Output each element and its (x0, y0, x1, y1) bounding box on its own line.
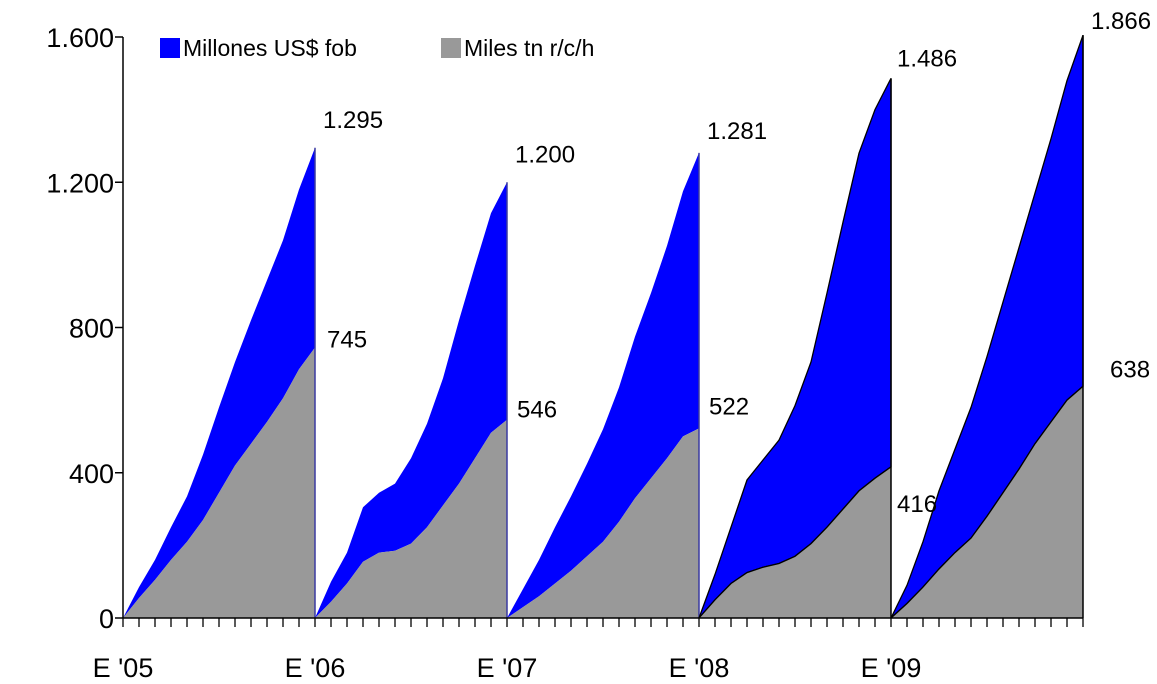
x-tick-label-2: E '07 (477, 653, 538, 683)
x-tick-label-4: E '09 (861, 653, 922, 683)
data-label-millones-1: 1.200 (515, 141, 575, 168)
area-millones-1 (315, 182, 507, 619)
legend-swatch-millones (160, 38, 180, 58)
line-miles-3 (698, 466, 892, 619)
y-tick-label-0: 0 (99, 604, 114, 634)
area-miles-0 (123, 347, 315, 618)
y-tick-label-3: 1.200 (46, 168, 114, 198)
data-label-miles-3: 416 (897, 491, 937, 518)
area-millones-2 (507, 152, 699, 619)
x-tick-label-0: E '05 (93, 653, 154, 683)
data-label-miles-2: 522 (709, 393, 749, 420)
data-label-millones-4: 1.866 (1091, 8, 1151, 35)
area-miles-3 (699, 466, 891, 618)
y-tick-label-1: 400 (69, 459, 114, 489)
y-tick-label-2: 800 (69, 314, 114, 344)
data-label-millones-3: 1.486 (897, 45, 957, 72)
area-miles-1 (315, 419, 507, 618)
data-labels: 1.295 745 1.200 546 1.281 522 1.486 416 1.866 638 (323, 8, 1151, 518)
data-label-miles-0: 745 (327, 326, 367, 353)
data-label-miles-1: 546 (517, 397, 557, 424)
y-tick-label-4: 1.600 (46, 23, 114, 53)
legend-label-millones: Millones US$ fob (183, 35, 357, 61)
line-miles-4 (890, 385, 1084, 619)
legend-swatch-miles (441, 38, 461, 58)
axes: 0 400 800 1.200 1.600 E '05 E '06 E '07 E '08 E '… (46, 23, 1084, 683)
area-miles-2 (507, 428, 699, 618)
area-millones-0 (123, 147, 315, 619)
data-label-millones-0: 1.295 (323, 107, 383, 134)
x-tick-label-1: E '06 (285, 653, 346, 683)
plot-areas (123, 34, 1084, 619)
legend: Millones US$ fob Miles tn r/c/h (160, 35, 594, 61)
data-label-miles-4: 638 (1110, 356, 1150, 383)
x-tick-label-3: E '08 (669, 653, 730, 683)
legend-label-miles: Miles tn r/c/h (464, 35, 594, 61)
data-label-millones-2: 1.281 (707, 118, 767, 145)
